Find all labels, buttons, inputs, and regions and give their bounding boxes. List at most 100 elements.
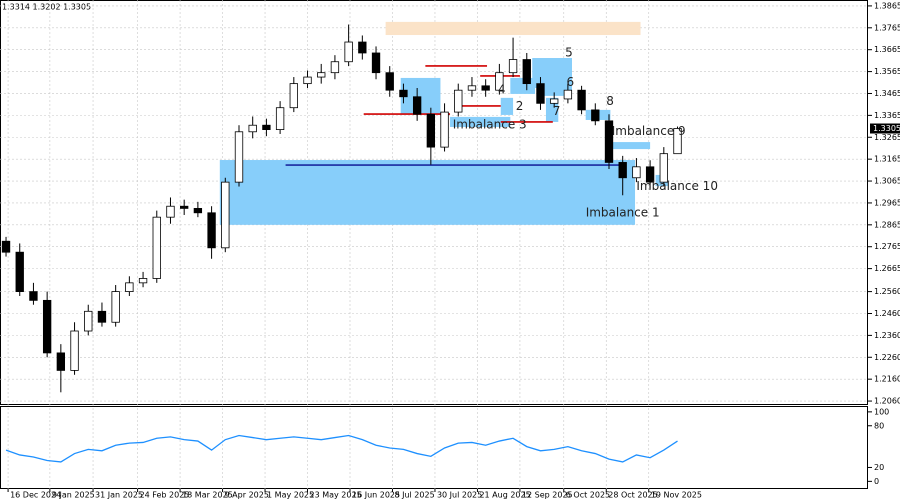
candle-body [234, 131, 244, 183]
zone [540, 86, 572, 96]
candle-body [358, 41, 367, 54]
osc-tick-label: 0 [874, 477, 879, 486]
y-tick-label: 1.3765 [874, 23, 900, 32]
candle-body [440, 111, 449, 148]
candle-body [275, 107, 285, 130]
candle-body [56, 352, 66, 371]
candle-body [618, 162, 627, 179]
x-tick-label: 28 Oct 2025 [608, 491, 657, 500]
y-tick-label: 1.2060 [874, 397, 900, 406]
annotation: Imbalance 1 [586, 205, 660, 219]
candle-body [467, 85, 477, 91]
annotation: Imbalance 10 [636, 179, 718, 193]
candle-body [42, 299, 52, 354]
x-tick-label: 1 May 2025 [267, 491, 314, 500]
x-tick-label: 9 Jan 2025 [52, 491, 95, 500]
candle-body [522, 59, 531, 85]
candle-body [591, 109, 600, 122]
candle-body [659, 153, 668, 183]
annotation: 5 [565, 45, 573, 59]
candle-body [550, 98, 559, 104]
candle-body [221, 181, 230, 249]
y-tick-label: 1.2965 [874, 198, 900, 207]
annotation: 6 [567, 75, 575, 89]
candle-body [111, 291, 120, 323]
candle-body [317, 72, 326, 78]
candle-body [152, 216, 161, 279]
candle-body [426, 113, 436, 148]
x-tick-label: 21 Aug 2025 [479, 491, 530, 500]
osc-tick-label: 80 [874, 421, 884, 430]
y-tick-label: 1.3565 [874, 67, 900, 76]
annotation: Imbalance 3 [453, 118, 527, 132]
x-tick-label: 19 Nov 2025 [651, 491, 702, 500]
y-tick-label: 1.2160 [874, 375, 900, 384]
zone [610, 142, 651, 150]
zone [450, 116, 511, 127]
zone [532, 58, 572, 89]
candle-body [481, 85, 490, 91]
x-tick-label: 6 Oct 2025 [566, 491, 610, 500]
y-tick-label: 1.3165 [874, 155, 900, 164]
candle-body [495, 72, 504, 91]
x-tick-label: 30 Jul 2025 [437, 491, 482, 500]
candle-body [193, 208, 203, 214]
x-tick-label: 16 Dec 2024 [10, 491, 61, 500]
y-tick-label: 1.2665 [874, 264, 900, 273]
y-tick-label: 1.3665 [874, 45, 900, 54]
candle-body [29, 291, 38, 301]
y-tick-label: 1.2865 [874, 220, 900, 229]
x-tick-label: 12 Sep 2025 [522, 491, 573, 500]
candle-body [673, 128, 682, 155]
candle-body [577, 89, 586, 111]
annotation: 8 [606, 94, 614, 108]
y-tick-label: 1.3365 [874, 111, 900, 120]
candle-body [536, 83, 545, 104]
candle-body [632, 166, 641, 179]
price-tag [870, 123, 900, 134]
x-tick-label: 23 May 2025 [310, 491, 362, 500]
annotation: Imbalance 9 [612, 124, 686, 138]
oscillator-line [5, 434, 678, 463]
candle-body [84, 310, 93, 332]
candle-body [207, 212, 216, 249]
price-tag-label: 1.3305 [873, 124, 900, 133]
y-tick-label: 1.2260 [874, 353, 900, 362]
annotation: 7 [553, 104, 561, 118]
candle-body [344, 41, 353, 63]
zone [219, 160, 636, 225]
annotation: 4 [498, 83, 506, 97]
y-tick-label: 1.2765 [874, 242, 900, 251]
candle-body [508, 59, 518, 74]
osc-tick-label: 20 [874, 463, 884, 472]
annotation: 2 [516, 99, 524, 113]
x-tick-label: 24 Feb 2025 [140, 491, 190, 500]
candle-body [70, 330, 79, 371]
candle-body [454, 89, 463, 113]
osc-tick-label: 100 [874, 407, 889, 416]
y-tick-label: 1.2360 [874, 331, 900, 340]
x-tick-label: 9 Apr 2025 [225, 491, 269, 500]
candle-body [289, 83, 298, 109]
candle-body [125, 282, 134, 292]
candle-body [1, 240, 11, 253]
x-tick-label: 8 Jul 2025 [394, 491, 434, 500]
candle-body [412, 96, 422, 115]
candle-body [138, 278, 148, 284]
ohlc-info: 1.3314 1.3202 1.3305 [2, 3, 91, 12]
candle-body [371, 52, 381, 74]
candle-body [385, 72, 394, 91]
candle-body [166, 205, 175, 218]
main-frame [0, 0, 868, 405]
y-tick-label: 1.3265 [874, 133, 900, 142]
zone [545, 97, 559, 122]
y-tick-label: 1.3865 [874, 1, 900, 10]
x-tick-label: 18 Mar 2025 [182, 491, 233, 500]
candle-body [330, 61, 340, 74]
candle-body [180, 205, 189, 209]
candle-body [248, 124, 257, 133]
zone [385, 21, 641, 36]
x-tick-label: 16 Jun 2025 [352, 491, 400, 500]
